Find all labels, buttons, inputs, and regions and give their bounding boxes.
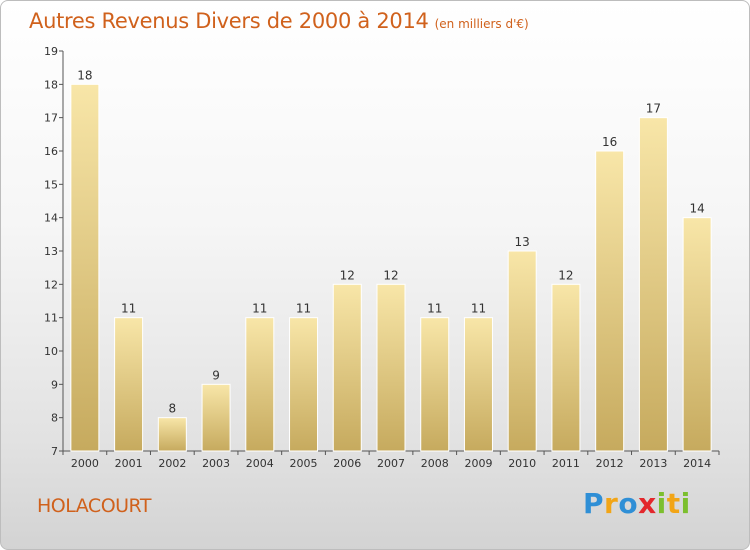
value-label: 13 [515,235,530,249]
y-tick-label: 13 [44,245,58,258]
y-tick-label: 16 [44,145,58,158]
bar [70,83,100,452]
bar [245,317,275,452]
bar [376,283,406,452]
value-label: 17 [646,102,661,116]
x-tick-label: 2003 [202,457,230,470]
x-tick-label: 2001 [115,457,143,470]
x-tick-label: 2000 [71,457,99,470]
value-label: 12 [383,268,398,282]
logo-letter: x [638,487,657,520]
logo-letter: P [583,487,605,520]
x-tick-label: 2014 [683,457,711,470]
y-tick-label: 7 [51,445,58,458]
x-axis: 2000 2001 2002 2003 2004 2005 2006 2007 2008 2009… [62,450,720,470]
bar [201,383,231,452]
value-label: 9 [212,368,220,382]
value-label: 12 [558,268,573,282]
bar [420,317,450,452]
value-label: 11 [427,302,442,316]
logo-letter: t [666,487,681,520]
logo-letter: o [618,487,639,520]
x-tick-label: 2011 [552,457,580,470]
bars [70,83,712,452]
x-tick-label: 2002 [158,457,186,470]
y-tick-label: 9 [51,378,58,391]
y-tick-label: 17 [44,112,58,125]
x-tick-label: 2007 [377,457,405,470]
x-tick-label: 2009 [464,457,492,470]
chart-title: Autres Revenus Divers de 2000 à 2014 [29,9,429,33]
y-tick-label: 18 [44,78,58,91]
value-label: 14 [689,202,704,216]
logo-letter: i [656,487,667,520]
bar [595,150,625,452]
value-label: 11 [121,302,136,316]
value-label: 8 [169,402,177,416]
y-tick-label: 10 [44,345,58,358]
x-tick-label: 2006 [333,457,361,470]
y-tick-label: 14 [44,212,58,225]
value-label: 11 [252,302,267,316]
logo-letter: i [680,487,691,520]
y-tick-label: 12 [44,278,58,291]
x-tick-label: 2013 [639,457,667,470]
bar [289,317,319,452]
x-tick-label: 2012 [596,457,624,470]
logo-letter: r [604,487,619,520]
bar [551,283,581,452]
y-tick-label: 15 [44,178,58,191]
x-tick-label: 2005 [290,457,318,470]
value-label: 12 [340,268,355,282]
value-label: 11 [296,302,311,316]
value-labels: 18 11 8 9 11 11 12 12 11 11 13 12 16 17 14 [77,68,705,415]
y-tick-label: 8 [51,412,58,425]
bar [507,250,537,452]
chart-title-row: Autres Revenus Divers de 2000 à 2014 (en … [29,9,529,33]
value-label: 11 [471,302,486,316]
bar [332,283,362,452]
y-axis: 7 8 9 10 11 12 13 14 15 16 17 18 19 [44,45,64,458]
y-tick-label: 19 [44,45,58,58]
bar [682,217,712,452]
proxiti-logo: Proxiti [583,487,691,520]
x-tick-label: 2008 [421,457,449,470]
commune-name: HOLACOURT [37,495,151,517]
chart-subtitle: (en milliers d'€) [434,17,529,31]
x-tick-label: 2004 [246,457,274,470]
bar [638,117,668,452]
bar [463,317,493,452]
bar [157,417,187,452]
value-label: 18 [77,68,92,82]
y-tick-label: 11 [44,312,58,325]
bar [114,317,144,452]
value-label: 16 [602,135,617,149]
x-tick-label: 2010 [508,457,536,470]
